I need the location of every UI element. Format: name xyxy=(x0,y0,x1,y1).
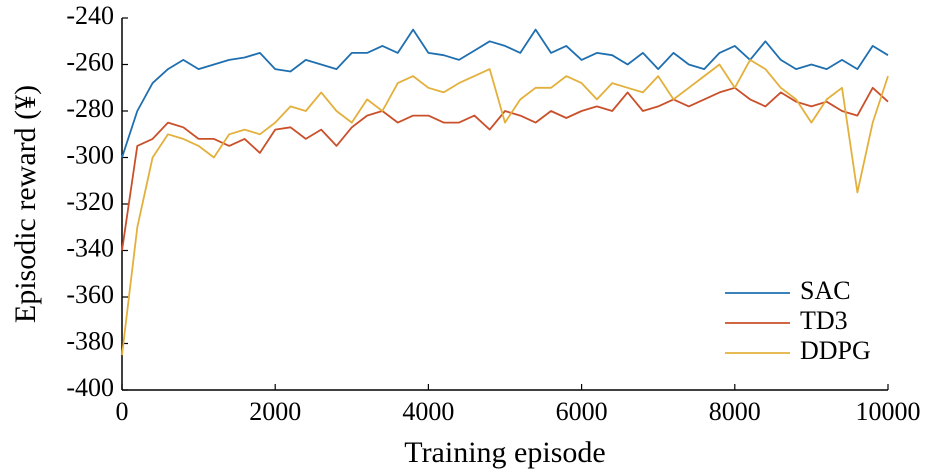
x-tick-label: 8000 xyxy=(709,397,761,426)
y-tick-label: -280 xyxy=(66,94,114,123)
series-line xyxy=(121,28,889,158)
y-tick-label: -400 xyxy=(66,373,114,402)
x-tick-label: 4000 xyxy=(402,397,454,426)
series-line xyxy=(121,86,889,251)
y-tick-label: -320 xyxy=(66,187,114,216)
y-tick-label: -380 xyxy=(66,326,114,355)
y-tick-label: -340 xyxy=(66,233,114,262)
x-tick-label: 6000 xyxy=(556,397,608,426)
legend-label: SAC xyxy=(800,276,851,305)
series-line xyxy=(121,59,889,356)
y-tick-label: -300 xyxy=(66,140,114,169)
x-tick-label: 0 xyxy=(116,397,129,426)
legend-label: DDPG xyxy=(800,336,871,365)
y-axis-title: Episodic reward (¥) xyxy=(9,85,42,323)
x-tick-label: 2000 xyxy=(249,397,301,426)
y-tick-label: -360 xyxy=(66,280,114,309)
x-tick-label: 10000 xyxy=(856,397,921,426)
legend-label: TD3 xyxy=(800,306,848,335)
y-tick-label: -240 xyxy=(66,1,114,30)
x-axis-title: Training episode xyxy=(404,436,605,469)
y-tick-label: -260 xyxy=(66,47,114,76)
